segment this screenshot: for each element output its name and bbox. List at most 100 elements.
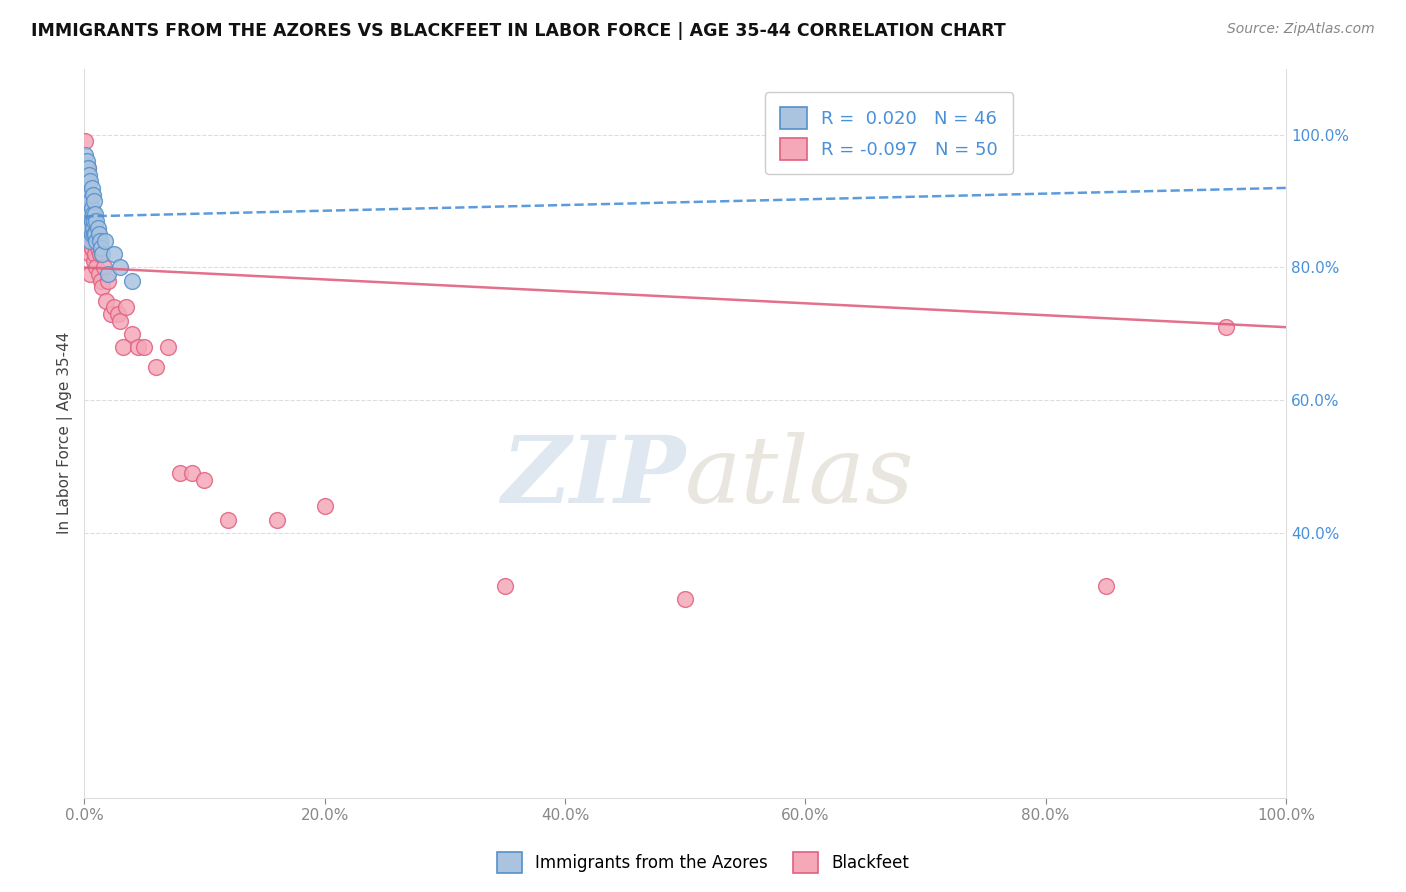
Point [84,214,107,228]
Point [111,340,134,354]
Point [79,201,101,215]
Point [80,241,103,255]
Point [193,473,215,487]
Point [169,466,191,480]
Point [83,214,105,228]
Point [83,194,105,209]
Point [103,247,125,261]
Point [76,154,98,169]
Point [103,300,125,314]
Point [80,227,103,242]
Legend: R =  0.020   N = 46, R = -0.097   N = 50: R = 0.020 N = 46, R = -0.097 N = 50 [765,92,1012,174]
Point [157,340,180,354]
Point [93,260,115,275]
Point [77,161,100,175]
Point [494,579,516,593]
Point [134,340,156,354]
Point [83,227,105,242]
Point [80,201,103,215]
Point [79,207,101,221]
Point [75,135,97,149]
Point [1215,320,1237,334]
Point [97,267,120,281]
Point [86,241,108,255]
Point [79,174,101,188]
Point [110,313,132,327]
Point [82,220,104,235]
Point [121,274,143,288]
Point [84,220,107,235]
Legend: Immigrants from the Azores, Blackfeet: Immigrants from the Azores, Blackfeet [491,846,915,880]
Point [87,267,110,281]
Point [82,227,104,242]
Point [84,207,107,221]
Point [84,260,107,275]
Point [82,187,104,202]
Point [100,307,122,321]
Point [79,267,101,281]
Point [84,234,107,248]
Point [83,253,105,268]
Point [77,227,100,242]
Point [107,307,129,321]
Point [145,359,167,374]
Point [218,512,240,526]
Text: ZIP: ZIP [501,432,685,522]
Point [121,326,143,341]
Point [89,247,111,261]
Point [77,214,100,228]
Point [77,161,100,175]
Point [97,274,120,288]
Point [89,234,111,248]
Point [76,194,98,209]
Text: Source: ZipAtlas.com: Source: ZipAtlas.com [1227,22,1375,37]
Point [77,214,100,228]
Point [77,201,100,215]
Point [75,147,97,161]
Point [1094,579,1116,593]
Point [82,207,104,221]
Point [77,187,100,202]
Point [76,207,98,221]
Point [76,181,98,195]
Point [91,247,114,261]
Point [266,512,288,526]
Point [77,234,100,248]
Point [83,234,105,248]
Point [115,300,138,314]
Point [79,234,101,248]
Point [86,220,108,235]
Point [73,168,96,182]
Point [80,214,103,228]
Point [80,181,103,195]
Text: IMMIGRANTS FROM THE AZORES VS BLACKFEET IN LABOR FORCE | AGE 35-44 CORRELATION C: IMMIGRANTS FROM THE AZORES VS BLACKFEET … [31,22,1005,40]
Point [79,247,101,261]
Point [84,247,107,261]
Point [77,168,100,182]
Point [77,220,100,235]
Point [80,214,103,228]
Point [90,274,112,288]
Point [110,260,132,275]
Y-axis label: In Labor Force | Age 35-44: In Labor Force | Age 35-44 [58,332,73,534]
Point [77,241,100,255]
Point [79,194,101,209]
Point [77,214,100,228]
Point [87,227,110,242]
Point [76,174,98,188]
Point [77,181,100,195]
Point [90,241,112,255]
Text: atlas: atlas [685,432,915,522]
Point [79,220,101,235]
Point [93,234,115,248]
Point [82,207,104,221]
Point [181,466,204,480]
Point [673,592,696,607]
Point [94,293,117,308]
Point [76,207,98,221]
Point [84,227,107,242]
Point [75,187,97,202]
Point [77,187,100,202]
Point [77,227,100,242]
Point [77,201,100,215]
